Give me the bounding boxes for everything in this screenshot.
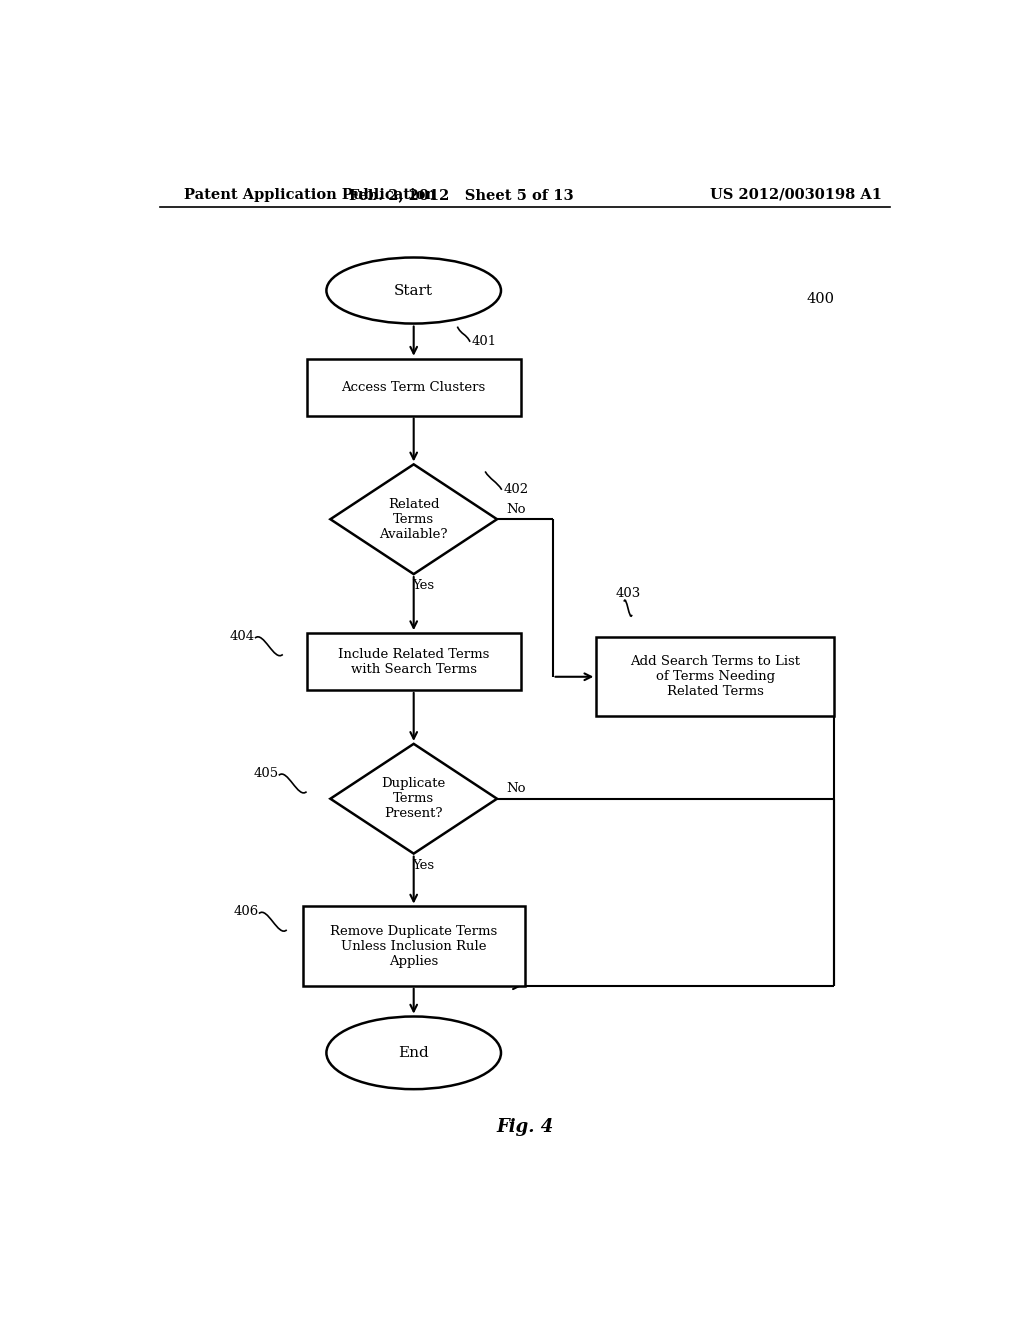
Text: Add Search Terms to List
of Terms Needing
Related Terms: Add Search Terms to List of Terms Needin… [630, 655, 801, 698]
Text: 406: 406 [233, 906, 259, 917]
Text: Access Term Clusters: Access Term Clusters [342, 380, 485, 393]
Bar [306, 634, 521, 690]
Text: 403: 403 [615, 586, 641, 599]
Polygon shape [331, 744, 497, 854]
Text: Related
Terms
Available?: Related Terms Available? [380, 498, 447, 541]
Bar [303, 907, 524, 986]
Ellipse shape [327, 257, 501, 323]
Text: 402: 402 [504, 483, 528, 496]
Text: Include Related Terms
with Search Terms: Include Related Terms with Search Terms [338, 648, 489, 676]
Text: Yes: Yes [412, 579, 434, 593]
Text: Fig. 4: Fig. 4 [497, 1118, 553, 1137]
Text: Yes: Yes [412, 859, 434, 871]
Polygon shape [331, 465, 497, 574]
Text: US 2012/0030198 A1: US 2012/0030198 A1 [710, 187, 882, 202]
Text: Duplicate
Terms
Present?: Duplicate Terms Present? [382, 777, 445, 820]
Bar [596, 638, 835, 717]
Text: No: No [507, 781, 526, 795]
Text: End: End [398, 1045, 429, 1060]
Text: Patent Application Publication: Patent Application Publication [183, 187, 435, 202]
Text: No: No [507, 503, 526, 516]
Text: 404: 404 [229, 630, 255, 643]
Text: 405: 405 [254, 767, 279, 780]
Text: Feb. 2, 2012   Sheet 5 of 13: Feb. 2, 2012 Sheet 5 of 13 [349, 187, 573, 202]
Text: Remove Duplicate Terms
Unless Inclusion Rule
Applies: Remove Duplicate Terms Unless Inclusion … [330, 924, 498, 968]
Text: 401: 401 [472, 335, 497, 348]
Bar [306, 359, 521, 416]
Text: 400: 400 [807, 292, 835, 306]
Ellipse shape [327, 1016, 501, 1089]
Text: Start: Start [394, 284, 433, 297]
